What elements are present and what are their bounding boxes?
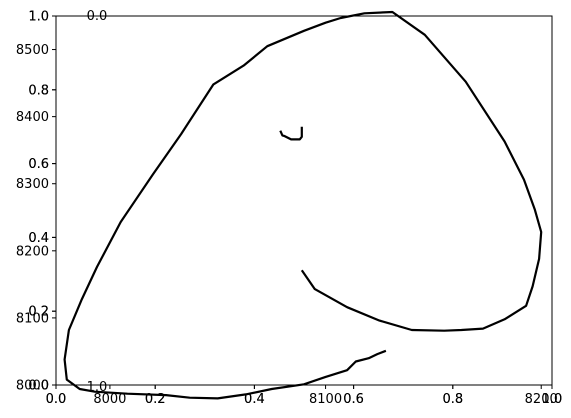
middle-y-tick-label: 1.0 bbox=[28, 10, 49, 25]
inner-y-tick-label: 8300 bbox=[16, 177, 49, 192]
plot-frame bbox=[55, 15, 553, 386]
inner-x-tick-label: 8100 bbox=[309, 392, 342, 407]
outer-x-tick-label: 1.0 bbox=[542, 392, 563, 407]
middle-y-tick-label: 0.4 bbox=[28, 231, 49, 246]
middle-y-tick-label: 0.8 bbox=[28, 83, 49, 98]
outer-x-tick-label: 0.8 bbox=[442, 392, 463, 407]
outer-y-tick-label: 0.2 bbox=[28, 305, 49, 320]
middle-x-tick-label: 0.4 bbox=[244, 392, 265, 407]
inner-y-tick-label: 8400 bbox=[16, 110, 49, 125]
inner-bottom-label: 1.0 bbox=[87, 380, 108, 395]
outer-x-tick-label: 0.6 bbox=[343, 392, 364, 407]
middle-y-tick-label: 0.2 bbox=[28, 305, 49, 320]
inner-y-tick-label: 8100 bbox=[16, 311, 49, 326]
axes-layer: 0.0 0.2 0.4 0.6 0.8 1.00.00.20.40.60.81.00.0 0… bbox=[16, 10, 562, 408]
outer-y-tick-label: 0.4 bbox=[28, 231, 49, 246]
outer-y-tick-label: 0.0 bbox=[28, 379, 49, 394]
inner-y-tick-label: 8000 bbox=[16, 379, 49, 394]
inner-x-tick-label: 8000 bbox=[93, 392, 126, 407]
series-line-1 bbox=[279, 126, 303, 141]
middle-x-tick-label: 0.8 bbox=[442, 392, 463, 407]
inner-y-tick-label: 8200 bbox=[16, 244, 49, 259]
curve-layer bbox=[63, 10, 543, 400]
inner-x-tick-label: 8200 bbox=[525, 392, 558, 407]
middle-y-tick-label: 0.6 bbox=[28, 157, 49, 172]
middle-y-tick-label: 0.0 bbox=[28, 379, 49, 394]
outer-x-tick-label: 0.0 bbox=[46, 392, 67, 407]
outer-y-tick-label: 1.0 bbox=[28, 10, 49, 25]
outer-y-tick-label: 0.6 bbox=[28, 157, 49, 172]
outer-x-tick-label: 0.4 bbox=[244, 392, 265, 407]
middle-x-tick-label: 0.6 bbox=[343, 392, 364, 407]
middle-x-tick-label: 0.0 bbox=[46, 392, 67, 407]
middle-x-tick-label: 1.0 bbox=[542, 392, 563, 407]
outer-y-tick-label: 0.8 bbox=[28, 83, 49, 98]
inner-top-label: 0.0 bbox=[87, 9, 108, 24]
series-line-2 bbox=[63, 10, 543, 400]
inner-y-tick-label: 8500 bbox=[16, 43, 49, 58]
